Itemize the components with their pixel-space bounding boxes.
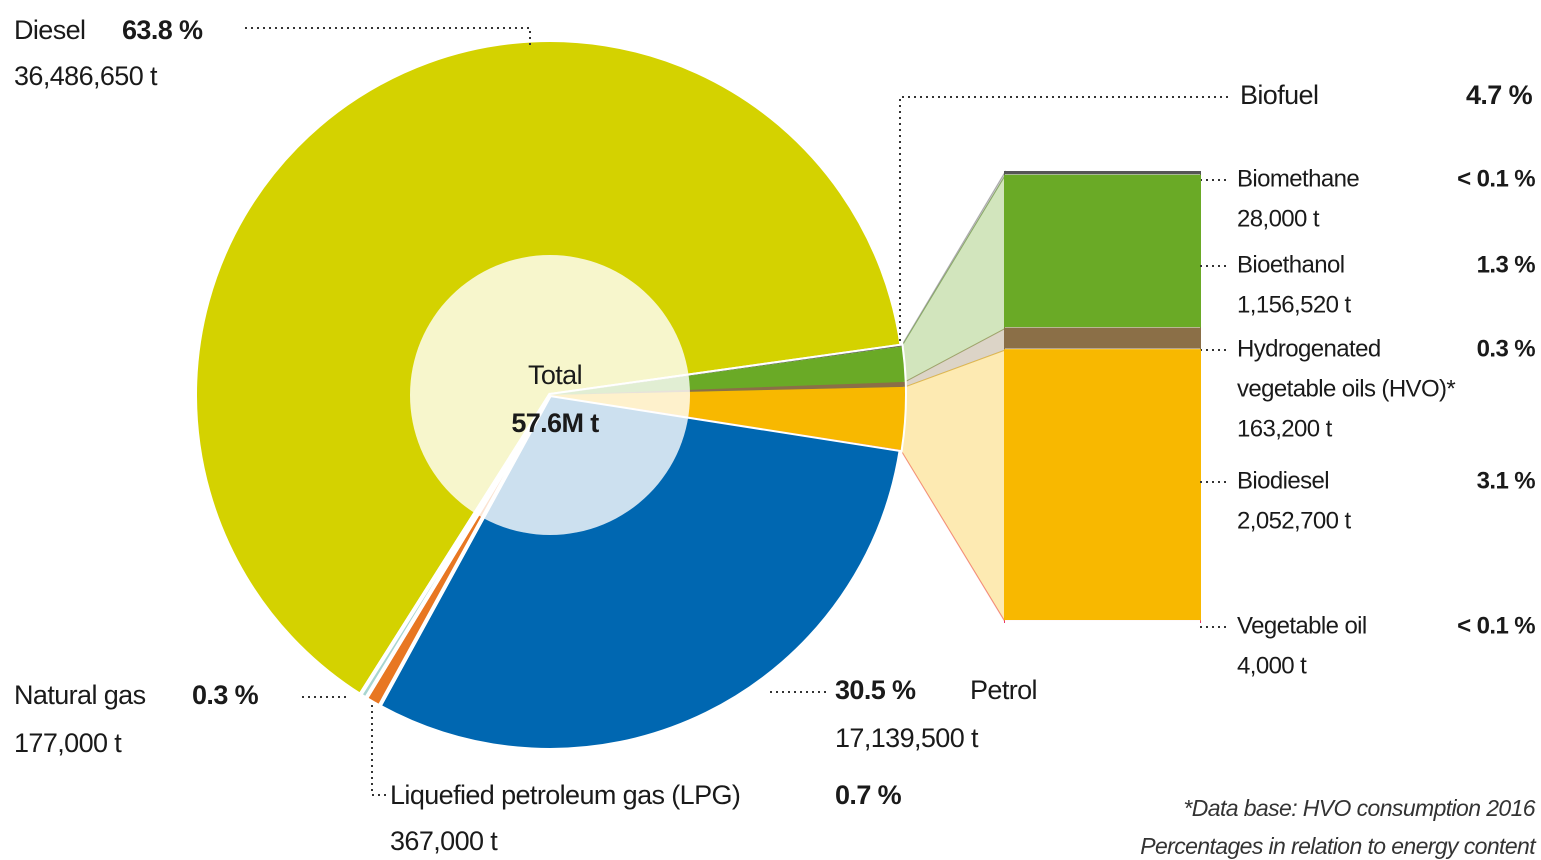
breakdown-amount: 163,200 t — [1237, 415, 1333, 442]
leader — [899, 96, 1228, 345]
bar-segment — [1004, 174, 1201, 330]
breakdown-value: < 0.1 % — [1457, 165, 1535, 192]
slice-label: Natural gas — [14, 680, 146, 710]
breakdown-amount: 28,000 t — [1237, 205, 1320, 232]
slice-amount: 36,486,650 t — [14, 61, 158, 91]
breakdown-label: Hydrogenated — [1237, 335, 1381, 362]
note: Percentages in relation to energy conten… — [1140, 833, 1537, 859]
slice-label: Liquefied petroleum gas (LPG) — [390, 780, 740, 810]
slice-value: 63.8 % — [122, 15, 203, 45]
breakdown-amount: 4,000 t — [1237, 652, 1307, 679]
slice-value: 0.7 % — [835, 780, 902, 810]
slice-value: 4.7 % — [1466, 80, 1533, 110]
center-value: 57.6M t — [511, 408, 599, 438]
leader — [371, 705, 386, 796]
breakdown-label: Biodiesel — [1237, 467, 1329, 494]
breakdown-label: Vegetable oil — [1237, 612, 1367, 639]
slice-value: 0.3 % — [192, 680, 259, 710]
breakdown-amount: 2,052,700 t — [1237, 507, 1351, 534]
slice-label: Petrol — [970, 675, 1037, 705]
slice-amount: 177,000 t — [14, 728, 122, 758]
bar-segment — [1004, 349, 1201, 623]
bar-segment — [1004, 327, 1201, 352]
slice-amount: 367,000 t — [390, 826, 498, 856]
slice-value: 30.5 % — [835, 675, 916, 705]
breakdown-value: < 0.1 % — [1457, 612, 1535, 639]
slice-label: Biofuel — [1240, 80, 1318, 110]
breakdown-amount: 1,156,520 t — [1237, 291, 1351, 318]
leader — [245, 27, 531, 45]
center-label: Total — [528, 360, 582, 390]
breakdown-value: 0.3 % — [1477, 335, 1536, 362]
breakdown-label: Bioethanol — [1237, 251, 1344, 278]
breakdown-value: 3.1 % — [1477, 467, 1536, 494]
breakdown-value: 1.3 % — [1477, 251, 1536, 278]
breakdown-label: Biomethane — [1237, 165, 1359, 192]
slice-label: Diesel — [14, 15, 85, 45]
center-circle — [410, 255, 690, 535]
connector — [900, 349, 1006, 624]
slice-amount: 17,139,500 t — [835, 723, 979, 753]
breakdown-label: vegetable oils (HVO)* — [1237, 375, 1455, 402]
note: *Data base: HVO consumption 2016 — [1183, 795, 1535, 821]
